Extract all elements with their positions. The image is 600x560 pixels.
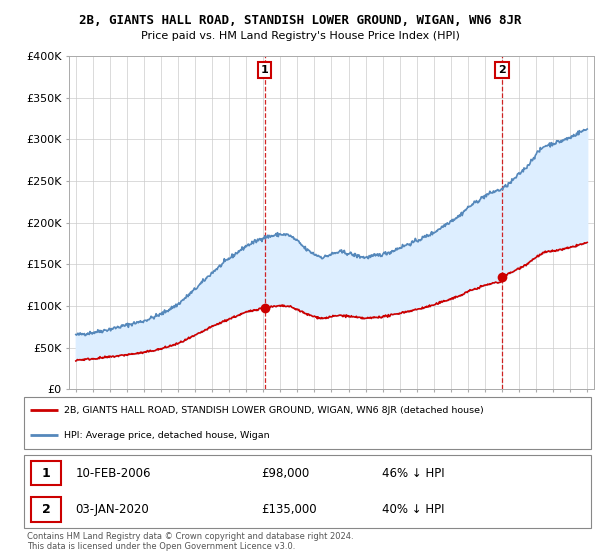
- Text: 03-JAN-2020: 03-JAN-2020: [76, 503, 149, 516]
- Text: 46% ↓ HPI: 46% ↓ HPI: [382, 466, 445, 480]
- Text: 2: 2: [498, 65, 506, 75]
- Text: 10-FEB-2006: 10-FEB-2006: [76, 466, 151, 480]
- Text: 2B, GIANTS HALL ROAD, STANDISH LOWER GROUND, WIGAN, WN6 8JR (detached house): 2B, GIANTS HALL ROAD, STANDISH LOWER GRO…: [64, 406, 484, 415]
- Text: 1: 1: [261, 65, 269, 75]
- Text: £135,000: £135,000: [262, 503, 317, 516]
- Text: £98,000: £98,000: [262, 466, 310, 480]
- Text: Contains HM Land Registry data © Crown copyright and database right 2024.
This d: Contains HM Land Registry data © Crown c…: [27, 531, 353, 551]
- Text: 2B, GIANTS HALL ROAD, STANDISH LOWER GROUND, WIGAN, WN6 8JR: 2B, GIANTS HALL ROAD, STANDISH LOWER GRO…: [79, 14, 521, 27]
- Bar: [31, 461, 61, 486]
- Text: 2: 2: [42, 503, 50, 516]
- Bar: [31, 497, 61, 522]
- Text: HPI: Average price, detached house, Wigan: HPI: Average price, detached house, Wiga…: [64, 431, 269, 440]
- Text: 1: 1: [42, 466, 50, 480]
- Text: Price paid vs. HM Land Registry's House Price Index (HPI): Price paid vs. HM Land Registry's House …: [140, 31, 460, 41]
- Text: 40% ↓ HPI: 40% ↓ HPI: [382, 503, 445, 516]
